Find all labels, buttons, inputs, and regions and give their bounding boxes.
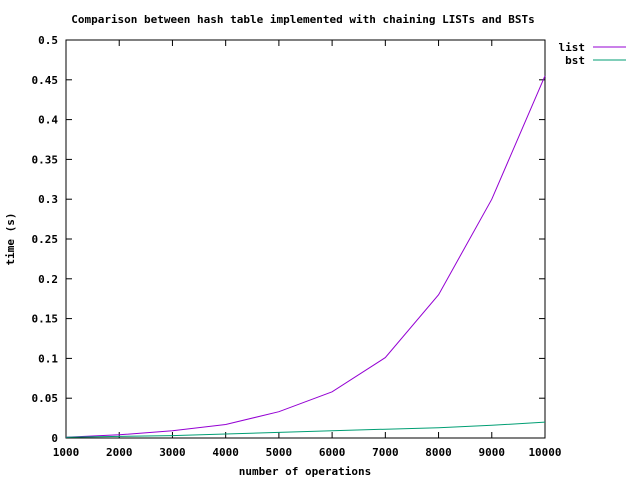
x-tick-label: 8000 [425,446,452,459]
x-axis-label: number of operations [239,465,371,478]
x-tick-label: 10000 [528,446,561,459]
y-tick-label: 0.45 [32,74,59,87]
legend-label-bst: bst [565,54,585,67]
x-tick-label: 2000 [106,446,133,459]
y-tick-label: 0 [51,432,58,445]
y-tick-label: 0.4 [38,114,58,127]
x-tick-label: 5000 [266,446,293,459]
series-lines [65,75,546,438]
y-tick-label: 0.1 [38,352,58,365]
y-axis-label: time (s) [4,213,17,266]
x-tick-label: 7000 [372,446,399,459]
y-tick-label: 0.3 [38,193,58,206]
y-tick-label: 0.5 [38,34,58,47]
x-tick-label: 9000 [479,446,506,459]
series-line-list [65,75,546,438]
legend-label-list: list [559,41,586,54]
y-tick-label: 0.35 [32,153,59,166]
plot-area-frame [65,39,546,439]
axis-ticks: 0 0.05 0.1 0.15 0.2 0.25 0.3 0.35 0.4 0.45 0.5 1000… [32,34,562,459]
x-tick-label: 3000 [159,446,186,459]
x-tick-label: 1000 [53,446,80,459]
x-tick-label: 6000 [319,446,346,459]
y-tick-label: 0.2 [38,273,58,286]
y-tick-label: 0.05 [32,392,59,405]
y-tick-label: 0.15 [32,313,59,326]
chart-title: Comparison between hash table implemente… [71,13,535,26]
y-tick-label: 0.25 [32,233,59,246]
x-tick-label: 4000 [212,446,239,459]
series-line-bst [65,421,546,438]
